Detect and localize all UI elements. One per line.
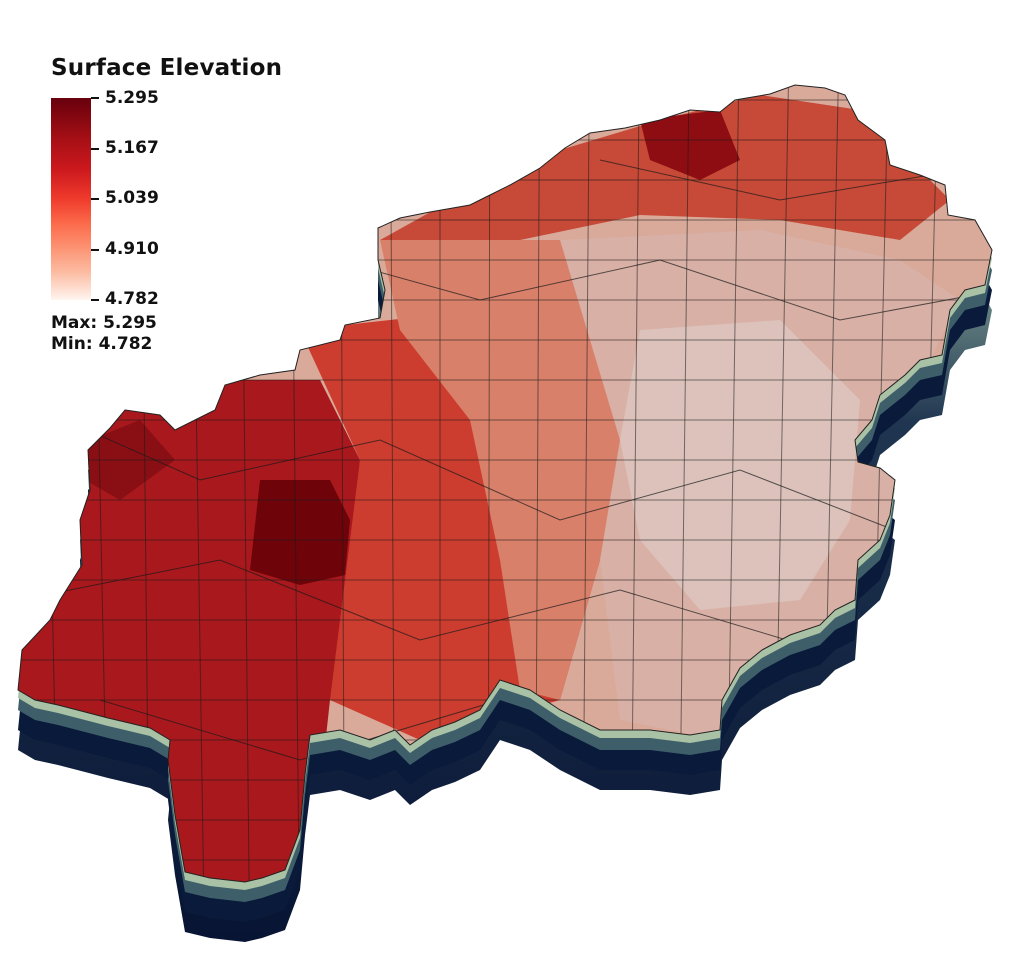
min-stat: Min: 4.782 [51,336,152,353]
colorbar [51,98,91,300]
min-value: 4.782 [98,334,153,354]
colorbar-tick-label: 4.910 [105,239,159,259]
region-lightest-center [620,320,860,610]
max-label: Max: [51,313,98,333]
region-darkest-core [250,480,350,585]
colorbar-tick [91,148,99,150]
max-value: 5.295 [103,313,157,333]
colorbar-tick [91,97,99,99]
colorbar-tick [91,249,99,251]
colorbar-tick-label-max: 5.295 [105,88,159,108]
colorbar-tick-label: 5.167 [105,138,159,158]
min-label: Min: [51,334,93,354]
region-north-dark [640,110,740,180]
region-north-red [380,95,950,250]
max-stat: Max: 5.295 [51,315,157,332]
colorbar-tick-label-min: 4.782 [105,289,159,309]
legend-title: Surface Elevation [51,55,283,81]
colorbar-tick [91,299,99,301]
colorbar-tick-label: 5.039 [105,188,159,208]
colorbar-tick [91,198,99,200]
